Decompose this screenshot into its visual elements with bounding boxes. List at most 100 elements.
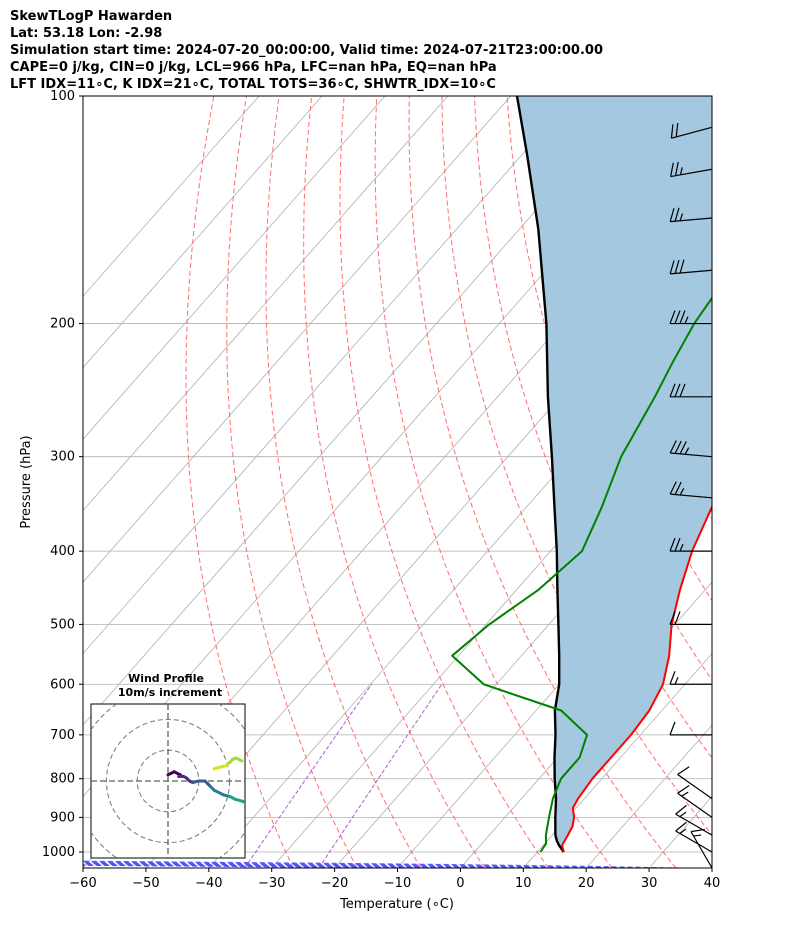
wind-barb-staff: [670, 269, 713, 275]
wind-barb: [677, 766, 713, 800]
wind-barb: [675, 821, 713, 853]
y-tick-label: 1000: [42, 845, 75, 860]
wind-barb-flag: [674, 537, 681, 552]
wind-barb: [675, 804, 713, 836]
moist-adiabat-line: [83, 861, 618, 868]
wind-barb-flag: [669, 481, 677, 495]
chart-subtitle-indices: LFT IDX=11∘C, K IDX=21∘C, TOTAL TOTS=36∘…: [10, 77, 496, 92]
wind-barb: [669, 310, 712, 325]
wind-barb-flag: [674, 161, 679, 176]
x-tick-label: −20: [321, 876, 348, 891]
y-tick-label: 100: [50, 89, 75, 104]
dry-adiabat-line: [339, 96, 549, 868]
x-tick-label: 40: [704, 876, 721, 891]
wind-barb-flag: [677, 766, 690, 776]
isotherm-line: [83, 96, 323, 369]
sounding-series: [451, 96, 712, 853]
wind-barb: [670, 161, 713, 178]
x-tick-label: −30: [258, 876, 285, 891]
wind-barb-half-flag: [674, 677, 679, 685]
wind-barb: [669, 440, 713, 458]
wind-barb: [669, 207, 713, 223]
wind-barb-staff: [677, 774, 713, 800]
wind-barb: [690, 828, 713, 869]
wind-barb-flag: [674, 611, 681, 625]
wind-barb-flag: [670, 124, 674, 139]
wind-barb-half-flag: [679, 167, 683, 175]
wind-barb-flag: [675, 821, 687, 832]
wind-barb-half-flag: [681, 791, 689, 797]
isotherm-line: [83, 96, 512, 583]
y-tick-label: 300: [50, 450, 75, 465]
dry-adiabat-line: [265, 96, 422, 868]
moist-adiabats: [83, 860, 681, 868]
wind-barb-flag: [674, 310, 681, 324]
mixing-ratio-lines: [244, 684, 443, 868]
wind-barb-flag: [669, 440, 677, 454]
wind-barb-flag: [669, 260, 675, 275]
chart-subtitle-times: Simulation start time: 2024-07-20_00:00:…: [10, 43, 603, 58]
wind-barb-flag: [674, 383, 681, 398]
wind-barb-flag: [669, 310, 676, 324]
x-tick-label: 30: [641, 876, 658, 891]
cin-shaded-area: [517, 96, 712, 852]
wind-barb-staff: [670, 493, 713, 499]
parcel-path-line: [515, 96, 565, 853]
hodograph-title: Wind Profile: [128, 672, 204, 685]
isotherm-line: [775, 96, 794, 868]
temperature-line: [561, 504, 712, 853]
isotherm-line: [271, 367, 712, 868]
dry-adiabat-line: [735, 96, 794, 868]
wind-barb: [669, 611, 712, 626]
wind-barb-flag: [675, 122, 679, 137]
isotherm-line: [145, 224, 712, 868]
wind-barb-staff: [671, 126, 713, 139]
wind-barb-flag: [674, 259, 680, 274]
wind-barb-flag: [669, 671, 676, 685]
y-tick-label: 400: [50, 544, 75, 559]
dry-adiabat-line: [185, 96, 294, 868]
wind-barb: [677, 785, 713, 818]
wind-barb-staff: [675, 830, 713, 853]
wind-barb-flag: [670, 162, 674, 177]
wind-barb-flag: [674, 207, 680, 222]
wind-barb-flag: [674, 481, 682, 495]
y-tick-label: 700: [50, 728, 75, 743]
x-tick-label: 20: [578, 876, 595, 891]
dry-adiabat-line: [408, 96, 677, 868]
wind-barb: [669, 481, 713, 499]
wind-barb-staff: [675, 813, 713, 836]
wind-barb: [669, 537, 712, 552]
x-tick-label: 10: [515, 876, 532, 891]
wind-barb-half-flag: [679, 543, 684, 552]
y-tick-label: 800: [50, 772, 75, 787]
x-tick-label: −60: [69, 876, 96, 891]
wind-barb-staff: [670, 168, 713, 178]
x-tick-label: −10: [384, 876, 411, 891]
wind-barb-staff: [690, 831, 713, 869]
moist-adiabat-line: [83, 862, 587, 868]
wind-barb-flag: [669, 383, 676, 398]
y-tick-label: 200: [50, 317, 75, 332]
isotherm-line: [83, 96, 260, 297]
wind-barb-flag: [675, 804, 687, 815]
wind-barb-half-flag: [684, 447, 690, 455]
wind-barb-flag: [679, 259, 685, 274]
x-tick-label: 0: [456, 876, 464, 891]
dry-adiabat-line: [768, 96, 794, 868]
chart-subtitle-cape: CAPE=0 j/kg, CIN=0 j/kg, LCL=966 hPa, LF…: [10, 60, 497, 75]
wind-barb: [669, 259, 713, 275]
y-tick-label: 500: [50, 617, 75, 632]
wind-barb-staff: [670, 452, 713, 458]
isotherm-line: [83, 96, 574, 655]
x-axis-ticks: −60 −50 −40 −30 −20 −10 0 10 20 30 40: [69, 868, 720, 891]
cape-cin-shading: [517, 96, 712, 852]
wind-barb-flag: [679, 383, 686, 398]
dry-adiabat-line: [702, 96, 712, 136]
y-tick-label: 900: [50, 810, 75, 825]
dry-adiabat-line: [226, 96, 358, 868]
wind-barb: [670, 122, 713, 139]
chart-title: SkewTLogP Hawarden: [10, 9, 173, 24]
wind-barb-half-flag: [679, 213, 684, 221]
